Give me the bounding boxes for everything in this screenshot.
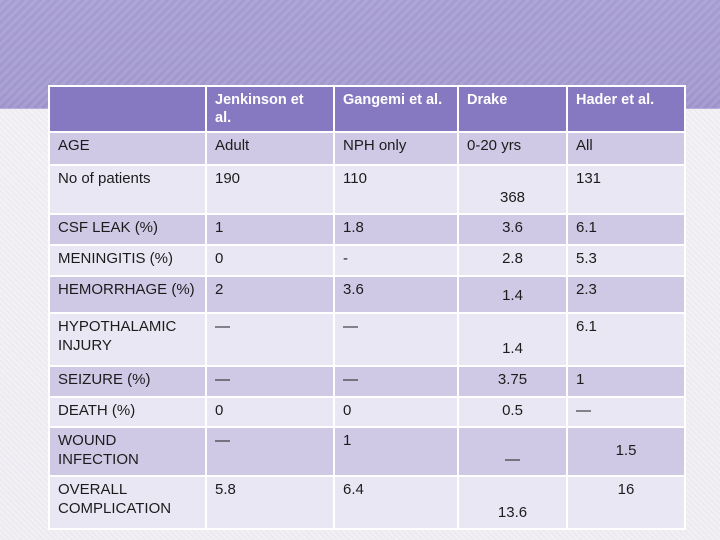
table-row-death: DEATH (%) 0 0 0.5 — [48,395,686,429]
table-cell: 2.3 [566,274,686,314]
table-cell: 5.8 [205,475,335,531]
table-cell: 1 [566,364,686,398]
column-header-jenkinson: Jenkinson et al. [205,84,335,134]
table-cell: 0-20 yrs [457,131,568,167]
table-cell: - [333,244,459,277]
table-cell: 131 [566,164,686,216]
table-cell: 2.8 [457,244,568,277]
table-cell: Adult [205,131,335,167]
study-comparison-table: Jenkinson et al. Gangemi et al. Drake Ha… [48,84,686,531]
table-cell: 1 [205,213,335,246]
table-row-patients: No of patients 190 110 368 131 [48,164,686,216]
row-label: OVERALL COMPLICATION [48,475,207,531]
table-cell: 0.5 [457,395,568,429]
column-header-gangemi: Gangemi et al. [333,84,459,134]
table-row-overall-complication: OVERALL COMPLICATION 5.8 6.4 13.6 16 [48,475,686,531]
row-label: CSF LEAK (%) [48,213,207,246]
row-label: HYPOTHALAMIC INJURY [48,311,207,367]
table-row-hemorrhage: HEMORRHAGE (%) 2 3.6 1.4 2.3 [48,274,686,314]
table-cell: 3.6 [333,274,459,314]
table-cell: 110 [333,164,459,216]
table-cell: 3.75 [457,364,568,398]
table-cell: 5.3 [566,244,686,277]
row-label: HEMORRHAGE (%) [48,274,207,314]
table-cell: 1.4 [457,274,568,314]
table-cell: 6.1 [566,311,686,367]
row-label: WOUND INFECTION [48,426,207,478]
table-cell: — [457,426,568,478]
table-cell: — [205,426,335,478]
table-cell: 368 [457,164,568,216]
table-cell: 0 [205,395,335,429]
column-header-hader: Hader et al. [566,84,686,134]
header-row: Jenkinson et al. Gangemi et al. Drake Ha… [48,84,686,134]
table-cell: 3.6 [457,213,568,246]
table-cell: 2 [205,274,335,314]
row-label: AGE [48,131,207,167]
table-cell: 1.5 [566,426,686,478]
table-row-age: AGE Adult NPH only 0-20 yrs All [48,131,686,167]
table-row-csf-leak: CSF LEAK (%) 1 1.8 3.6 6.1 [48,213,686,246]
table-row-wound-infection: WOUND INFECTION — 1 — 1.5 [48,426,686,478]
table-cell: 190 [205,164,335,216]
table-cell: 1.8 [333,213,459,246]
row-label: DEATH (%) [48,395,207,429]
table-cell: — [333,364,459,398]
table-row-seizure: SEIZURE (%) — — 3.75 1 [48,364,686,398]
table-cell: 1.4 [457,311,568,367]
table-cell: All [566,131,686,167]
table-cell: 13.6 [457,475,568,531]
column-header-drake: Drake [457,84,568,134]
table-cell: — [333,311,459,367]
table-cell: — [205,364,335,398]
column-header-jenkinson-label: Jenkinson et al. [215,92,304,127]
table-cell: 1 [333,426,459,478]
row-label: SEIZURE (%) [48,364,207,398]
table-cell: NPH only [333,131,459,167]
table-row-meningitis: MENINGITIS (%) 0 - 2.8 5.3 [48,244,686,277]
table-cell: 0 [333,395,459,429]
row-label: No of patients [48,164,207,216]
column-header-empty [48,84,207,134]
table-cell: 6.4 [333,475,459,531]
table-cell: 16 [566,475,686,531]
row-label: MENINGITIS (%) [48,244,207,277]
table-cell: — [566,395,686,429]
table-row-hypothalamic-injury: HYPOTHALAMIC INJURY — — 1.4 6.1 [48,311,686,367]
table-cell: — [205,311,335,367]
table-cell: 0 [205,244,335,277]
table-cell: 6.1 [566,213,686,246]
